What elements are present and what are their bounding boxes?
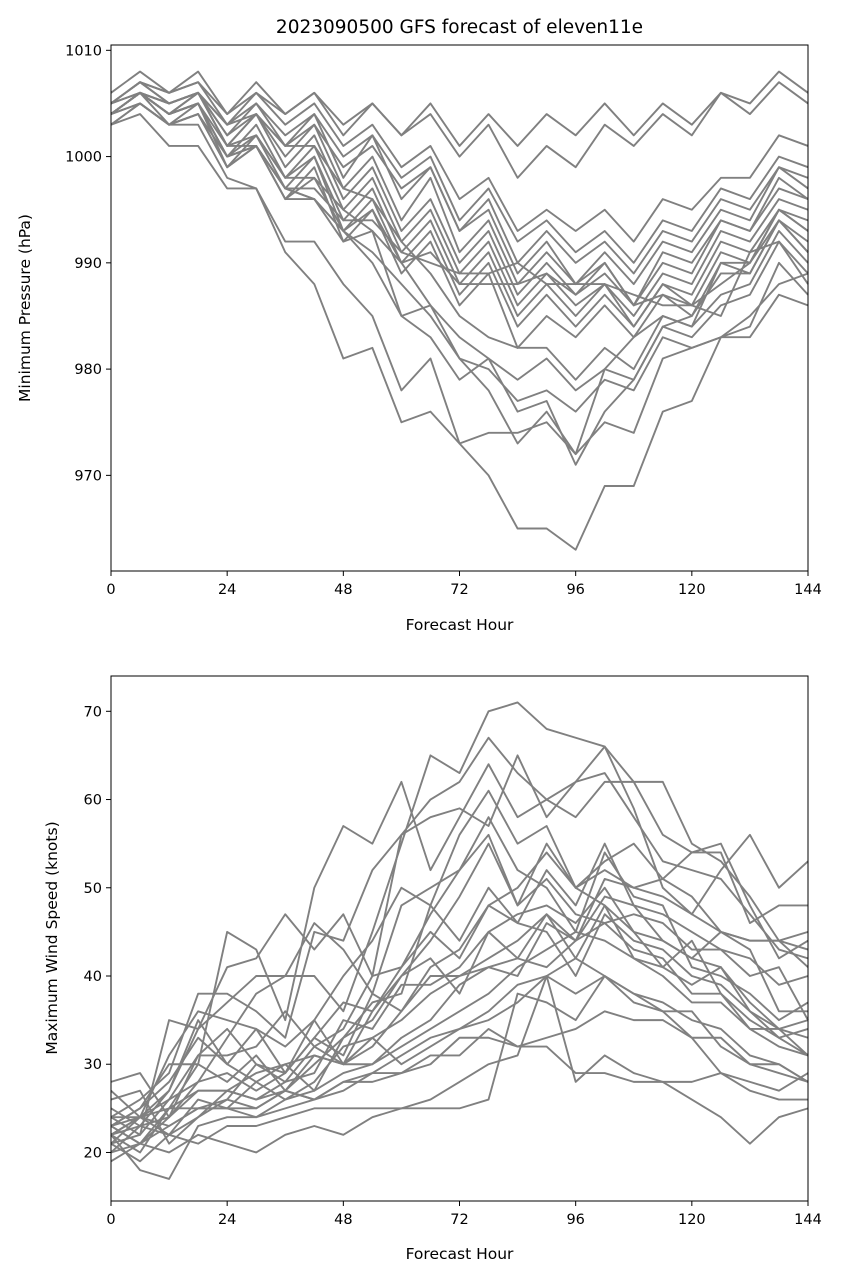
wind-y-tick-label: 20 — [84, 1145, 102, 1161]
wind-series-line — [110, 842, 809, 1127]
pressure-x-ticks: 0 24 48 72 96 120 144 — [106, 571, 822, 598]
pressure-y-tick-label: 1010 — [65, 43, 102, 59]
pressure-y-tick-label: 1000 — [65, 150, 102, 166]
pressure-y-tick-label: 990 — [74, 256, 102, 272]
wind-series-line — [110, 904, 809, 1136]
chart-title: 2023090500 GFS forecast of eleven11e — [276, 17, 643, 38]
wind-series-line — [110, 816, 809, 1136]
wind-series-line — [110, 1010, 808, 1180]
wind-panel: 0 24 48 72 96 120 144 20 30 40 50 60 70 Forecast Ho… — [43, 675, 822, 1263]
pressure-x-tick-label: 48 — [334, 582, 352, 598]
wind-series-line — [110, 975, 809, 1145]
wind-x-tick-label: 24 — [218, 1212, 236, 1228]
wind-y-tick-label: 30 — [84, 1057, 102, 1073]
wind-x-tick-label: 144 — [794, 1212, 822, 1228]
wind-y-ticks: 20 30 40 50 60 70 — [84, 704, 111, 1161]
wind-y-tick-label: 40 — [84, 969, 102, 985]
wind-series-line — [110, 842, 809, 1127]
pressure-x-tick-label: 120 — [678, 582, 706, 598]
pressure-series-line — [110, 81, 809, 179]
pressure-y-ticks: 970 980 990 1000 1010 — [65, 43, 111, 484]
pressure-series-line — [110, 91, 809, 317]
wind-series-line — [110, 895, 809, 1145]
wind-series-line — [111, 1027, 809, 1119]
pressure-series-group — [110, 70, 809, 551]
wind-y-tick-label: 50 — [84, 881, 102, 897]
wind-series-line — [110, 842, 808, 1119]
wind-x-tick-label: 120 — [678, 1212, 706, 1228]
wind-y-tick-label: 70 — [84, 704, 102, 720]
pressure-x-axis-label: Forecast Hour — [406, 616, 514, 634]
pressure-panel: 0 24 48 72 96 120 144 970 980 990 1000 1010 Foreca… — [16, 43, 822, 634]
wind-series-group — [110, 701, 809, 1180]
pressure-x-tick-label: 72 — [450, 582, 468, 598]
pressure-x-tick-label: 144 — [794, 582, 822, 598]
pressure-y-axis-label: Minimum Pressure (hPa) — [16, 214, 34, 402]
pressure-x-tick-label: 24 — [218, 582, 236, 598]
wind-series-line — [110, 754, 809, 1118]
wind-series-line — [110, 975, 809, 1163]
pressure-series-line — [110, 102, 809, 551]
wind-x-axis-label: Forecast Hour — [406, 1245, 514, 1263]
wind-x-tick-label: 72 — [450, 1212, 468, 1228]
pressure-x-tick-label: 0 — [106, 582, 115, 598]
wind-series-line — [110, 701, 809, 1136]
pressure-y-tick-label: 970 — [74, 468, 102, 484]
wind-x-tick-label: 0 — [106, 1212, 115, 1228]
wind-y-tick-label: 60 — [84, 793, 102, 809]
pressure-y-tick-label: 980 — [74, 362, 102, 378]
wind-x-tick-label: 96 — [566, 1212, 584, 1228]
wind-x-ticks: 0 24 48 72 96 120 144 — [106, 1201, 822, 1228]
pressure-x-tick-label: 96 — [566, 582, 584, 598]
pressure-series-line — [110, 81, 809, 286]
pressure-series-line — [110, 91, 809, 456]
wind-y-axis-label: Maximum Wind Speed (knots) — [43, 821, 61, 1054]
wind-x-tick-label: 48 — [334, 1212, 352, 1228]
